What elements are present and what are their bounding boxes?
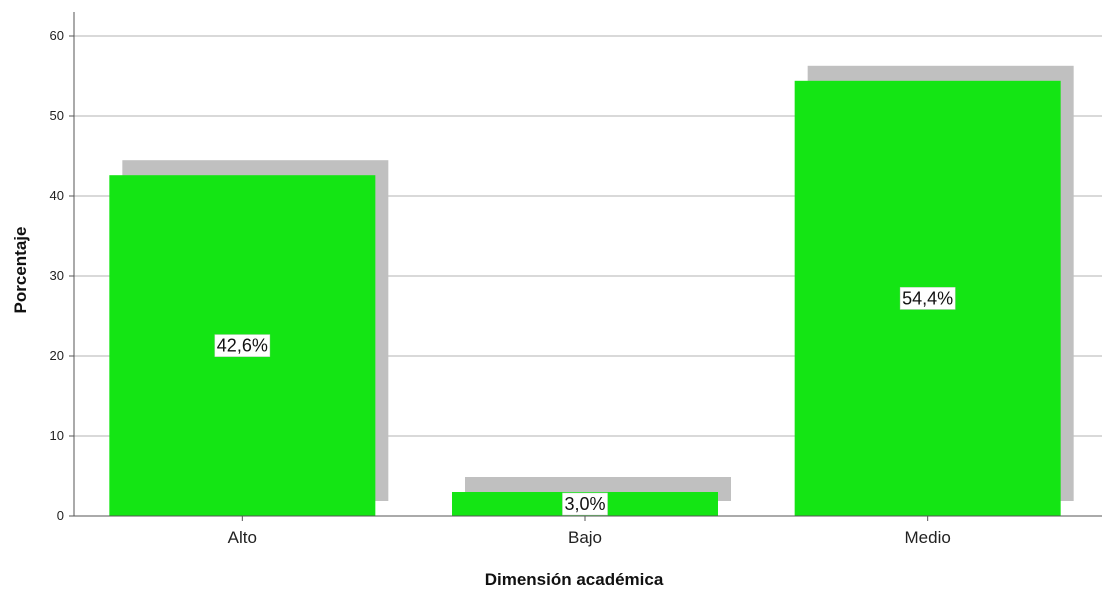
y-tick-label: 50: [50, 108, 64, 123]
y-tick-label: 40: [50, 188, 64, 203]
x-tick-label-alto: Alto: [228, 528, 257, 547]
y-tick-label: 0: [57, 508, 64, 523]
data-label-text: 54,4%: [902, 288, 953, 308]
y-tick-label: 60: [50, 28, 64, 43]
data-label-text: 3,0%: [564, 494, 605, 514]
y-tick-label: 10: [50, 428, 64, 443]
x-tick-label-bajo: Bajo: [568, 528, 602, 547]
data-label-box: [562, 492, 608, 516]
x-tick-labels: Alto Bajo Medio: [228, 516, 951, 547]
data-label-bajo: 3,0%: [562, 492, 608, 516]
data-label-box: [214, 334, 271, 357]
x-tick-label-medio: Medio: [905, 528, 951, 547]
data-label-medio: 54,4%: [899, 287, 956, 310]
axes: [73, 12, 1102, 517]
y-tick-label: 20: [50, 348, 64, 363]
y-tick-label: 30: [50, 268, 64, 283]
y-axis-title: Porcentaje: [11, 227, 30, 314]
y-tick-labels: 0 10 20 30 40 50 60: [50, 28, 74, 523]
data-label-alto: 42,6%: [214, 334, 271, 357]
data-label-box: [899, 287, 956, 310]
data-labels: 42,6% 3,0% 54,4%: [214, 287, 956, 516]
x-axis-title: Dimensión académica: [485, 570, 664, 589]
data-label-text: 42,6%: [217, 336, 268, 356]
